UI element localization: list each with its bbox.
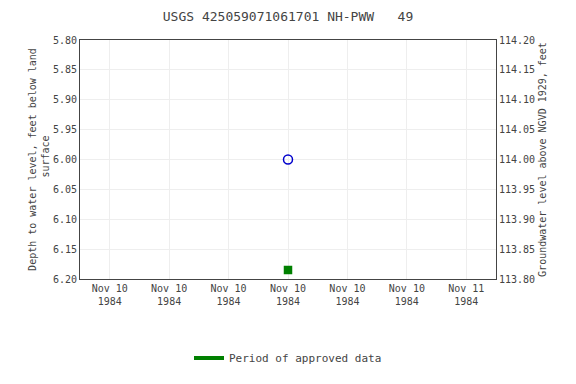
svg-text:6.00: 6.00	[53, 154, 77, 165]
svg-text:Period of approved data: Period of approved data	[229, 352, 381, 365]
svg-text:113.80: 113.80	[499, 274, 535, 285]
svg-text:USGS 425059071061701 NH-PWW: USGS 425059071061701 NH-PWW 49	[163, 9, 413, 24]
svg-text:6.15: 6.15	[53, 244, 77, 255]
svg-text:113.85: 113.85	[499, 244, 535, 255]
svg-text:Depth to water level, feet bel: Depth to water level, feet below land su…	[27, 48, 51, 271]
svg-text:113.90: 113.90	[499, 214, 535, 225]
svg-text:6.05: 6.05	[53, 184, 77, 195]
svg-text:6.20: 6.20	[53, 274, 77, 285]
svg-text:Nov 101984: Nov 101984	[211, 283, 247, 307]
svg-text:113.95: 113.95	[499, 184, 535, 195]
svg-text:114.00: 114.00	[499, 154, 535, 165]
svg-text:5.85: 5.85	[53, 64, 77, 75]
svg-text:Nov 101984: Nov 101984	[151, 283, 187, 307]
svg-text:Nov 101984: Nov 101984	[92, 283, 128, 307]
svg-text:Groundwater level above NGVD 1: Groundwater level above NGVD 1929, feet	[537, 42, 548, 277]
svg-text:5.80: 5.80	[53, 35, 77, 46]
svg-text:5.90: 5.90	[53, 94, 77, 105]
svg-text:5.95: 5.95	[53, 124, 77, 135]
svg-text:Nov 101984: Nov 101984	[270, 283, 306, 307]
svg-text:Nov 101984: Nov 101984	[389, 283, 425, 307]
svg-text:114.15: 114.15	[499, 64, 535, 75]
svg-text:Nov 111984: Nov 111984	[448, 283, 484, 307]
svg-text:6.10: 6.10	[53, 214, 77, 225]
svg-text:114.10: 114.10	[499, 94, 535, 105]
svg-text:Nov 101984: Nov 101984	[329, 283, 365, 307]
svg-text:114.05: 114.05	[499, 124, 535, 135]
svg-text:114.20: 114.20	[499, 35, 535, 46]
